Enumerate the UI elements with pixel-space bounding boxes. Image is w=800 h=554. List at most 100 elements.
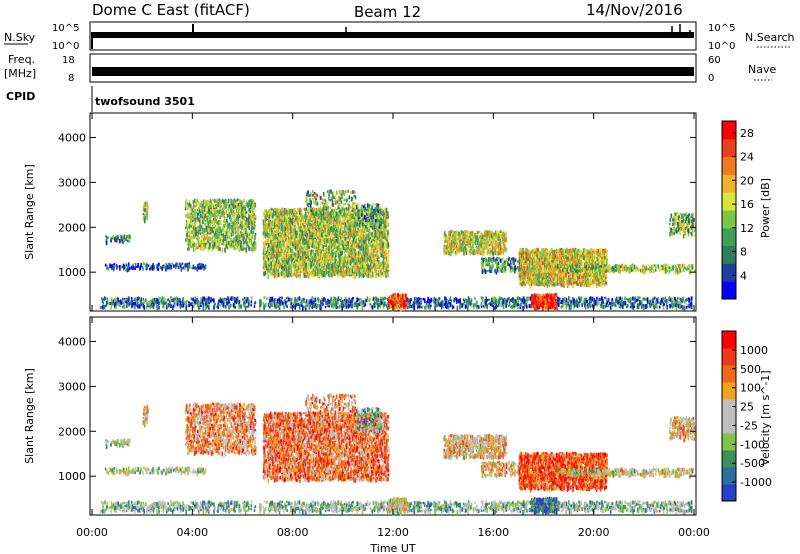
data-cell xyxy=(263,259,266,263)
data-cell xyxy=(220,233,223,236)
data-cell xyxy=(252,227,254,230)
data-cell xyxy=(317,255,319,261)
data-cell xyxy=(417,297,420,301)
data-cell xyxy=(593,302,595,307)
data-cell xyxy=(325,255,328,258)
data-cell xyxy=(151,298,153,303)
data-cell xyxy=(650,302,652,308)
data-cell xyxy=(179,297,181,303)
data-cell xyxy=(252,199,255,203)
data-cell xyxy=(320,214,322,218)
data-cell xyxy=(201,206,203,210)
data-cell xyxy=(222,208,225,214)
data-cell xyxy=(216,229,219,233)
data-cell xyxy=(299,236,301,239)
data-cell xyxy=(166,303,169,308)
data-cell xyxy=(614,303,617,308)
data-cell xyxy=(308,270,311,274)
data-cell xyxy=(352,303,355,307)
data-cell xyxy=(311,302,314,308)
data-cell xyxy=(169,263,171,268)
data-cell xyxy=(333,296,335,300)
data-cell xyxy=(304,301,306,304)
data-cell xyxy=(525,303,528,307)
data-cell xyxy=(182,266,185,270)
data-cell xyxy=(345,301,348,306)
data-cell xyxy=(433,296,435,300)
data-cell xyxy=(406,305,409,310)
data-cell xyxy=(277,228,280,233)
data-cell xyxy=(143,305,146,310)
data-cell xyxy=(231,228,233,233)
data-cell xyxy=(120,234,122,239)
data-cell xyxy=(360,240,363,245)
data-cell xyxy=(523,304,526,309)
data-cell xyxy=(589,296,592,301)
data-cell xyxy=(182,304,185,307)
data-cell xyxy=(198,207,200,212)
data-cell xyxy=(303,237,305,242)
data-cell xyxy=(224,247,226,253)
data-cell xyxy=(238,302,240,307)
data-cell xyxy=(281,260,284,263)
data-cell xyxy=(303,253,306,258)
data-cell xyxy=(192,203,195,208)
freq-label: Freq. xyxy=(8,53,35,66)
data-cell xyxy=(235,247,237,250)
data-cell xyxy=(299,214,302,220)
data-cell xyxy=(480,305,483,308)
data-cell xyxy=(463,302,465,306)
data-cell xyxy=(291,250,294,255)
data-cell xyxy=(204,239,206,244)
data-cell xyxy=(253,207,255,210)
data-cell xyxy=(282,243,285,246)
data-cell xyxy=(274,301,277,305)
data-cell xyxy=(137,305,139,309)
data-cell xyxy=(278,210,281,214)
data-cell xyxy=(332,216,334,222)
data-cell xyxy=(666,299,668,302)
data-cell xyxy=(424,298,426,304)
data-cell xyxy=(287,218,289,224)
data-cell xyxy=(266,217,269,220)
data-cell xyxy=(280,210,282,215)
data-cell xyxy=(319,269,322,272)
data-cell xyxy=(237,225,240,229)
data-cell xyxy=(225,241,227,246)
data-cell xyxy=(248,215,251,219)
data-cell xyxy=(240,304,242,309)
data-cell xyxy=(284,259,287,263)
data-cell xyxy=(194,296,197,301)
data-cell xyxy=(225,198,227,203)
data-cell xyxy=(278,260,280,264)
data-cell xyxy=(226,236,229,240)
data-cell xyxy=(332,257,334,262)
data-cell xyxy=(279,223,281,227)
data-cell xyxy=(323,242,325,246)
data-cell xyxy=(276,214,278,219)
data-cell xyxy=(193,230,196,235)
data-cell xyxy=(180,264,182,268)
data-cell xyxy=(240,200,243,205)
data-cell xyxy=(241,247,243,251)
data-cell xyxy=(283,219,286,225)
data-cell xyxy=(197,232,199,237)
data-cell xyxy=(244,247,246,250)
data-cell xyxy=(124,301,126,304)
data-cell xyxy=(139,304,141,309)
data-cell xyxy=(327,223,330,229)
data-cell xyxy=(200,247,203,250)
data-cell xyxy=(266,240,269,245)
data-cell xyxy=(315,244,317,248)
data-cell xyxy=(674,298,677,302)
data-cell xyxy=(624,300,627,306)
data-cell xyxy=(250,230,253,234)
data-cell xyxy=(300,232,303,237)
data-cell xyxy=(145,299,148,303)
data-cell xyxy=(338,298,340,301)
data-cell xyxy=(155,298,158,303)
data-cell xyxy=(188,264,191,269)
data-cell xyxy=(574,303,576,307)
data-cell xyxy=(296,274,298,278)
data-cell xyxy=(194,205,197,208)
